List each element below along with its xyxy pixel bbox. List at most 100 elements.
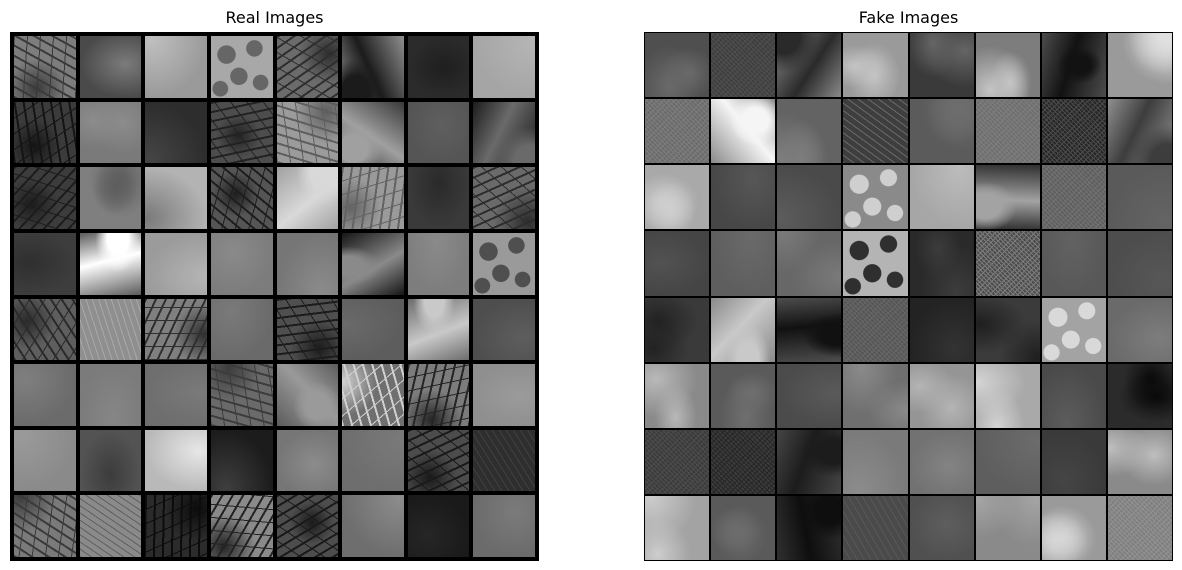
terrain-drainage-image — [14, 495, 76, 557]
generated-terrain-image — [909, 429, 974, 494]
generated-terrain-image — [1107, 495, 1172, 560]
terrain-image — [473, 298, 535, 361]
generated-terrain-image — [711, 495, 776, 560]
generated-terrain-image — [777, 165, 842, 230]
generated-terrain-image — [843, 363, 908, 428]
terrain-ridge-image — [342, 101, 404, 164]
terrain-dunes-image — [210, 36, 273, 98]
terrain-drainage-image — [407, 429, 470, 492]
terrain-image — [145, 232, 207, 295]
generated-terrain-image — [645, 297, 710, 362]
terrain-image — [145, 364, 207, 426]
terrain-image — [145, 36, 207, 98]
generated-terrain-image — [777, 429, 842, 494]
generated-terrain-image — [843, 231, 908, 296]
generated-terrain-image — [777, 231, 842, 296]
generated-terrain-image — [909, 297, 974, 362]
generated-terrain-image — [909, 363, 974, 428]
generated-terrain-image — [777, 297, 842, 362]
generated-terrain-image — [1041, 495, 1106, 560]
terrain-image — [276, 167, 339, 229]
terrain-drainage-image — [276, 101, 339, 164]
terrain-drainage-image — [473, 167, 535, 229]
generated-terrain-image — [1107, 99, 1172, 164]
terrain-drainage-image — [14, 298, 76, 361]
terrain-drainage-image — [145, 298, 207, 361]
terrain-ridge-image — [342, 36, 404, 98]
terrain-image — [210, 232, 273, 295]
generated-terrain-image — [711, 99, 776, 164]
generated-terrain-image — [711, 33, 776, 98]
generated-terrain-image — [909, 231, 974, 296]
generated-terrain-image — [645, 165, 710, 230]
generated-terrain-image — [909, 495, 974, 560]
terrain-drainage-image — [407, 364, 470, 426]
terrain-image — [79, 101, 142, 164]
terrain-image — [79, 495, 142, 557]
terrain-ridge-image — [79, 232, 142, 295]
generated-terrain-image — [975, 165, 1040, 230]
real-images-grid — [10, 32, 539, 561]
generated-terrain-image — [1107, 33, 1172, 98]
terrain-image — [407, 495, 470, 557]
generated-terrain-image — [1041, 231, 1106, 296]
terrain-image — [407, 36, 470, 98]
terrain-image — [79, 167, 142, 229]
terrain-image — [473, 36, 535, 98]
terrain-image — [342, 298, 404, 361]
generated-terrain-image — [975, 429, 1040, 494]
terrain-drainage-image — [145, 495, 207, 557]
generated-terrain-image — [1041, 165, 1106, 230]
generated-terrain-image — [843, 429, 908, 494]
generated-terrain-image — [909, 99, 974, 164]
generated-terrain-image — [975, 495, 1040, 560]
generated-terrain-image — [843, 297, 908, 362]
terrain-image — [276, 364, 339, 426]
generated-terrain-image — [909, 165, 974, 230]
generated-terrain-image — [777, 33, 842, 98]
terrain-image — [210, 298, 273, 361]
terrain-image — [407, 232, 470, 295]
generated-terrain-image — [909, 33, 974, 98]
generated-terrain-image — [1041, 297, 1106, 362]
real-images-title: Real Images — [225, 8, 324, 27]
terrain-image — [14, 429, 76, 492]
terrain-image — [407, 167, 470, 229]
generated-terrain-image — [1041, 429, 1106, 494]
terrain-image — [473, 364, 535, 426]
terrain-drainage-image — [342, 167, 404, 229]
terrain-drainage-image — [210, 101, 273, 164]
terrain-drainage-image — [210, 364, 273, 426]
terrain-drainage-image — [276, 495, 339, 557]
terrain-image — [276, 429, 339, 492]
generated-terrain-image — [1041, 33, 1106, 98]
terrain-image — [342, 495, 404, 557]
generated-terrain-image — [843, 495, 908, 560]
generated-terrain-image — [645, 99, 710, 164]
terrain-image — [473, 429, 535, 492]
generated-terrain-image — [1107, 363, 1172, 428]
generated-terrain-image — [711, 165, 776, 230]
generated-terrain-image — [645, 363, 710, 428]
terrain-image — [79, 298, 142, 361]
terrain-ridge-image — [342, 364, 404, 426]
terrain-image — [342, 232, 404, 295]
terrain-dunes-image — [473, 232, 535, 295]
generated-terrain-image — [1107, 165, 1172, 230]
terrain-ridge-image — [276, 36, 339, 98]
terrain-drainage-image — [276, 298, 339, 361]
terrain-image — [473, 101, 535, 164]
terrain-image — [145, 101, 207, 164]
generated-terrain-image — [1107, 429, 1172, 494]
generated-terrain-image — [1041, 99, 1106, 164]
generated-terrain-image — [711, 231, 776, 296]
generated-terrain-image — [711, 297, 776, 362]
generated-terrain-image — [975, 99, 1040, 164]
terrain-image — [145, 429, 207, 492]
generated-terrain-image — [843, 33, 908, 98]
terrain-image — [79, 36, 142, 98]
generated-terrain-image — [645, 231, 710, 296]
terrain-image — [210, 429, 273, 492]
generated-terrain-image — [975, 33, 1040, 98]
terrain-image — [14, 364, 76, 426]
